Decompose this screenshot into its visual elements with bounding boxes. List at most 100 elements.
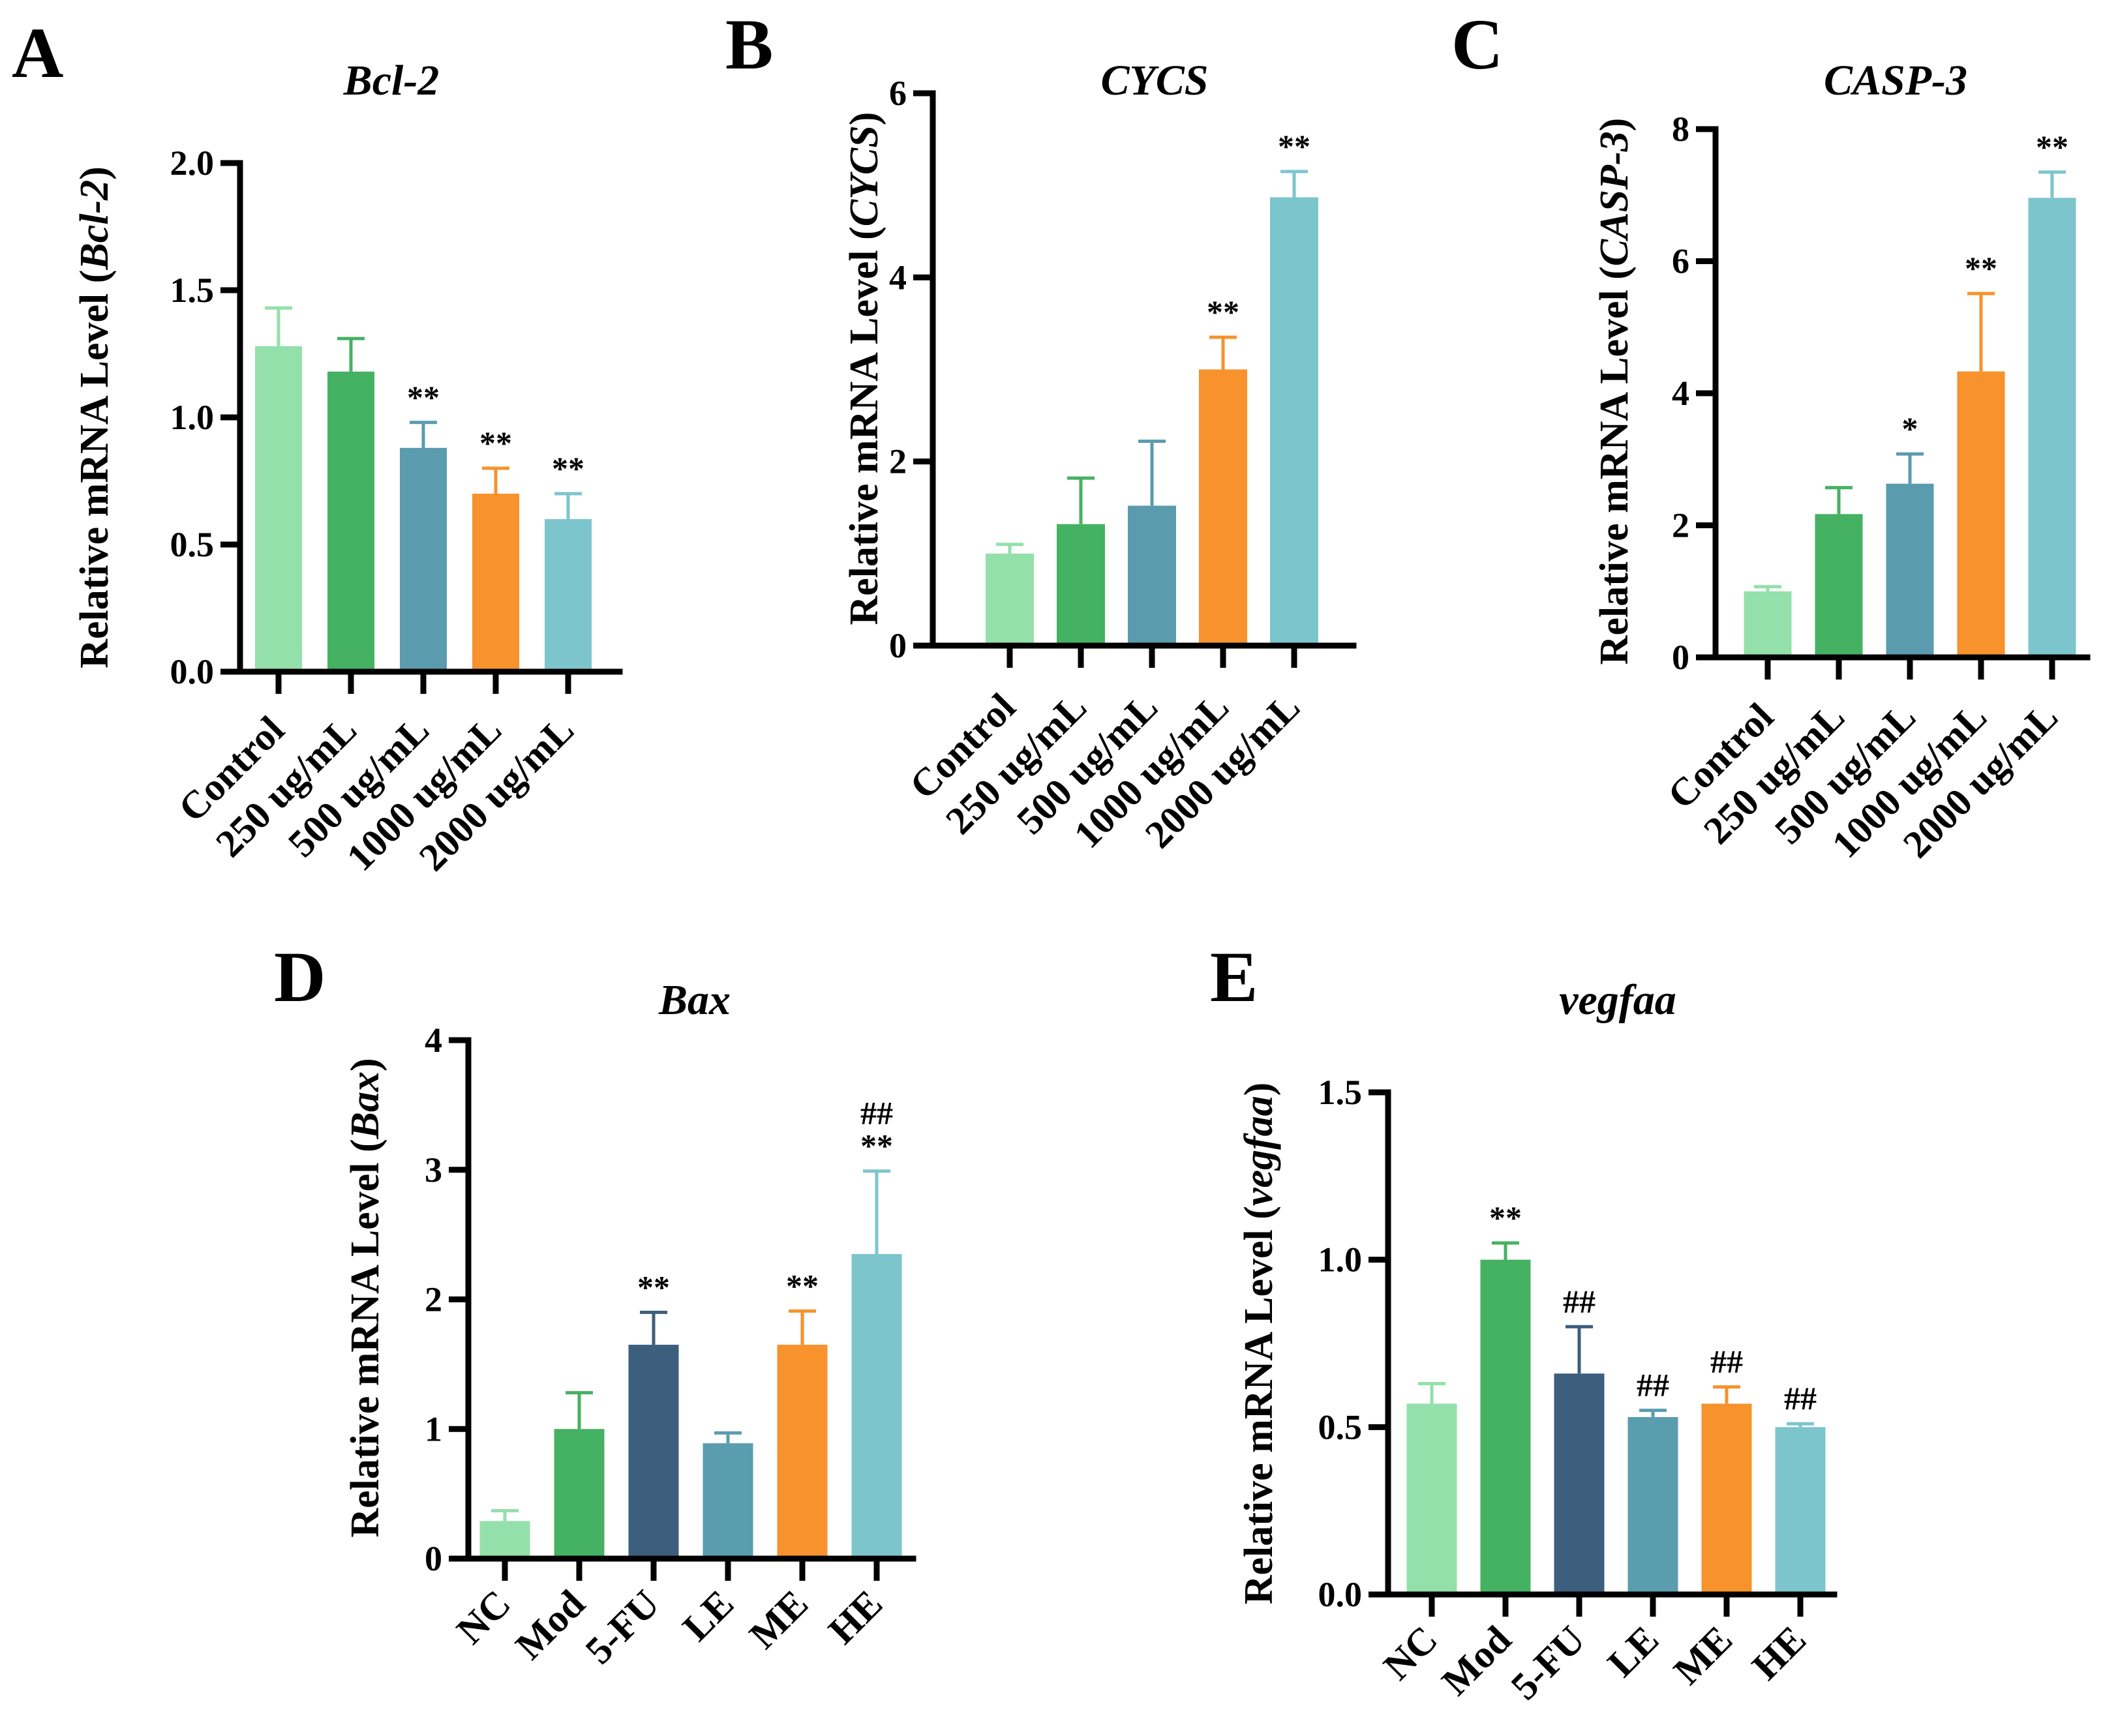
bar bbox=[400, 447, 447, 672]
significance-label: ** bbox=[1278, 128, 1310, 164]
y-tick-label: 0.0 bbox=[170, 652, 215, 691]
y-tick-label: 6 bbox=[889, 74, 907, 113]
x-tick-label: ME bbox=[1665, 1618, 1740, 1693]
y-tick-label: 2 bbox=[425, 1280, 442, 1319]
y-tick-label: 6 bbox=[1672, 242, 1689, 281]
bar bbox=[1480, 1259, 1531, 1594]
chart-title-d: Bax bbox=[658, 976, 731, 1024]
bar bbox=[472, 494, 519, 672]
bar bbox=[1270, 197, 1318, 646]
y-tick-label: 1.0 bbox=[1318, 1240, 1363, 1280]
x-tick-label: HE bbox=[1744, 1618, 1814, 1688]
y-tick-label: 2.0 bbox=[170, 143, 215, 183]
chart-title-b: CYCS bbox=[1100, 57, 1208, 104]
y-tick-label: 1.0 bbox=[170, 398, 215, 437]
chart-title-c: CASP-3 bbox=[1824, 57, 1967, 104]
bar bbox=[1744, 591, 1792, 657]
bar bbox=[1128, 505, 1176, 646]
x-tick-label: Mod bbox=[507, 1582, 594, 1668]
significance-label: ** bbox=[1489, 1199, 1522, 1236]
y-tick-label: 2 bbox=[1672, 506, 1689, 545]
y-tick-label: 0 bbox=[889, 626, 907, 665]
bar bbox=[327, 371, 374, 672]
significance-label: ## bbox=[1563, 1283, 1596, 1319]
bar bbox=[1554, 1373, 1605, 1594]
significance-label: ## bbox=[860, 1095, 893, 1131]
panel-letter-a: A bbox=[12, 13, 63, 93]
y-tick-label: 0 bbox=[1672, 638, 1689, 677]
bar bbox=[851, 1253, 902, 1559]
bar bbox=[2028, 198, 2076, 657]
x-tick-label: HE bbox=[820, 1582, 890, 1653]
panel-letter-c: C bbox=[1451, 5, 1503, 84]
x-tick-label: LE bbox=[674, 1582, 742, 1649]
y-tick-label: 0 bbox=[425, 1539, 442, 1578]
x-tick-label: ME bbox=[741, 1582, 816, 1657]
significance-label: ** bbox=[2036, 128, 2068, 165]
bar bbox=[1627, 1416, 1678, 1594]
bar bbox=[628, 1345, 679, 1559]
y-tick-label: 0.5 bbox=[170, 525, 215, 564]
bar bbox=[1701, 1403, 1752, 1594]
bar bbox=[479, 1521, 530, 1559]
bar bbox=[703, 1443, 753, 1559]
panel-letter-b: B bbox=[725, 5, 773, 84]
bar bbox=[777, 1345, 828, 1559]
x-tick-label: LE bbox=[1599, 1618, 1667, 1685]
y-tick-label: 1 bbox=[425, 1409, 442, 1448]
x-tick-label: 5-FU bbox=[1503, 1618, 1594, 1709]
significance-label: ## bbox=[1710, 1343, 1743, 1380]
significance-label: ** bbox=[479, 425, 512, 461]
y-tick-label: 4 bbox=[889, 258, 907, 297]
bar bbox=[255, 346, 302, 672]
significance-label: * bbox=[1902, 410, 1918, 447]
bar bbox=[1406, 1403, 1457, 1594]
x-tick-label: NC bbox=[448, 1582, 519, 1653]
bar bbox=[1886, 483, 1934, 657]
significance-label: ** bbox=[552, 450, 584, 486]
y-tick-label: 4 bbox=[1672, 374, 1689, 413]
significance-label: ** bbox=[407, 379, 440, 415]
panel-letter-d: D bbox=[274, 937, 325, 1017]
x-tick-label: NC bbox=[1375, 1618, 1445, 1688]
bar bbox=[554, 1429, 605, 1559]
bar bbox=[1815, 514, 1863, 657]
y-tick-label: 4 bbox=[425, 1021, 442, 1060]
y-tick-label: 0.5 bbox=[1318, 1407, 1363, 1446]
bar bbox=[1957, 371, 2005, 657]
y-axis-label-c: Relative mRNA Level (CASP-3) bbox=[1592, 118, 1637, 665]
bar bbox=[1199, 369, 1247, 646]
significance-label: ## bbox=[1637, 1367, 1669, 1403]
chart-title-e: vegfaa bbox=[1559, 976, 1676, 1024]
x-tick-label: 5-FU bbox=[577, 1582, 668, 1673]
y-axis-label-e: Relative mRNA Level (vegfaa) bbox=[1237, 1083, 1281, 1605]
significance-label: ** bbox=[860, 1128, 893, 1164]
y-tick-label: 0.0 bbox=[1318, 1575, 1363, 1614]
significance-label: ## bbox=[1784, 1380, 1817, 1416]
y-tick-label: 3 bbox=[425, 1150, 442, 1190]
y-axis-label-d: Relative mRNA Level (Bax) bbox=[343, 1058, 387, 1537]
y-axis-label-a: Relative mRNA Level (Bcl-2) bbox=[72, 166, 117, 668]
bar bbox=[545, 519, 592, 672]
significance-label: ** bbox=[1207, 293, 1239, 330]
y-tick-label: 1.5 bbox=[1318, 1073, 1363, 1112]
significance-label: ** bbox=[786, 1267, 819, 1304]
panel-letter-e: E bbox=[1210, 937, 1258, 1017]
bar bbox=[1775, 1427, 1826, 1594]
significance-label: ** bbox=[1965, 250, 1997, 286]
bar bbox=[1057, 524, 1105, 646]
x-tick-label: Mod bbox=[1434, 1618, 1520, 1704]
y-axis-label-b: Relative mRNA Level (CYCS) bbox=[842, 112, 886, 625]
bar bbox=[986, 553, 1034, 646]
y-tick-label: 1.5 bbox=[170, 271, 215, 310]
significance-label: ** bbox=[637, 1268, 670, 1305]
chart-title-a: Bcl-2 bbox=[343, 57, 440, 104]
y-tick-label: 8 bbox=[1672, 110, 1689, 149]
y-tick-label: 2 bbox=[889, 442, 907, 481]
